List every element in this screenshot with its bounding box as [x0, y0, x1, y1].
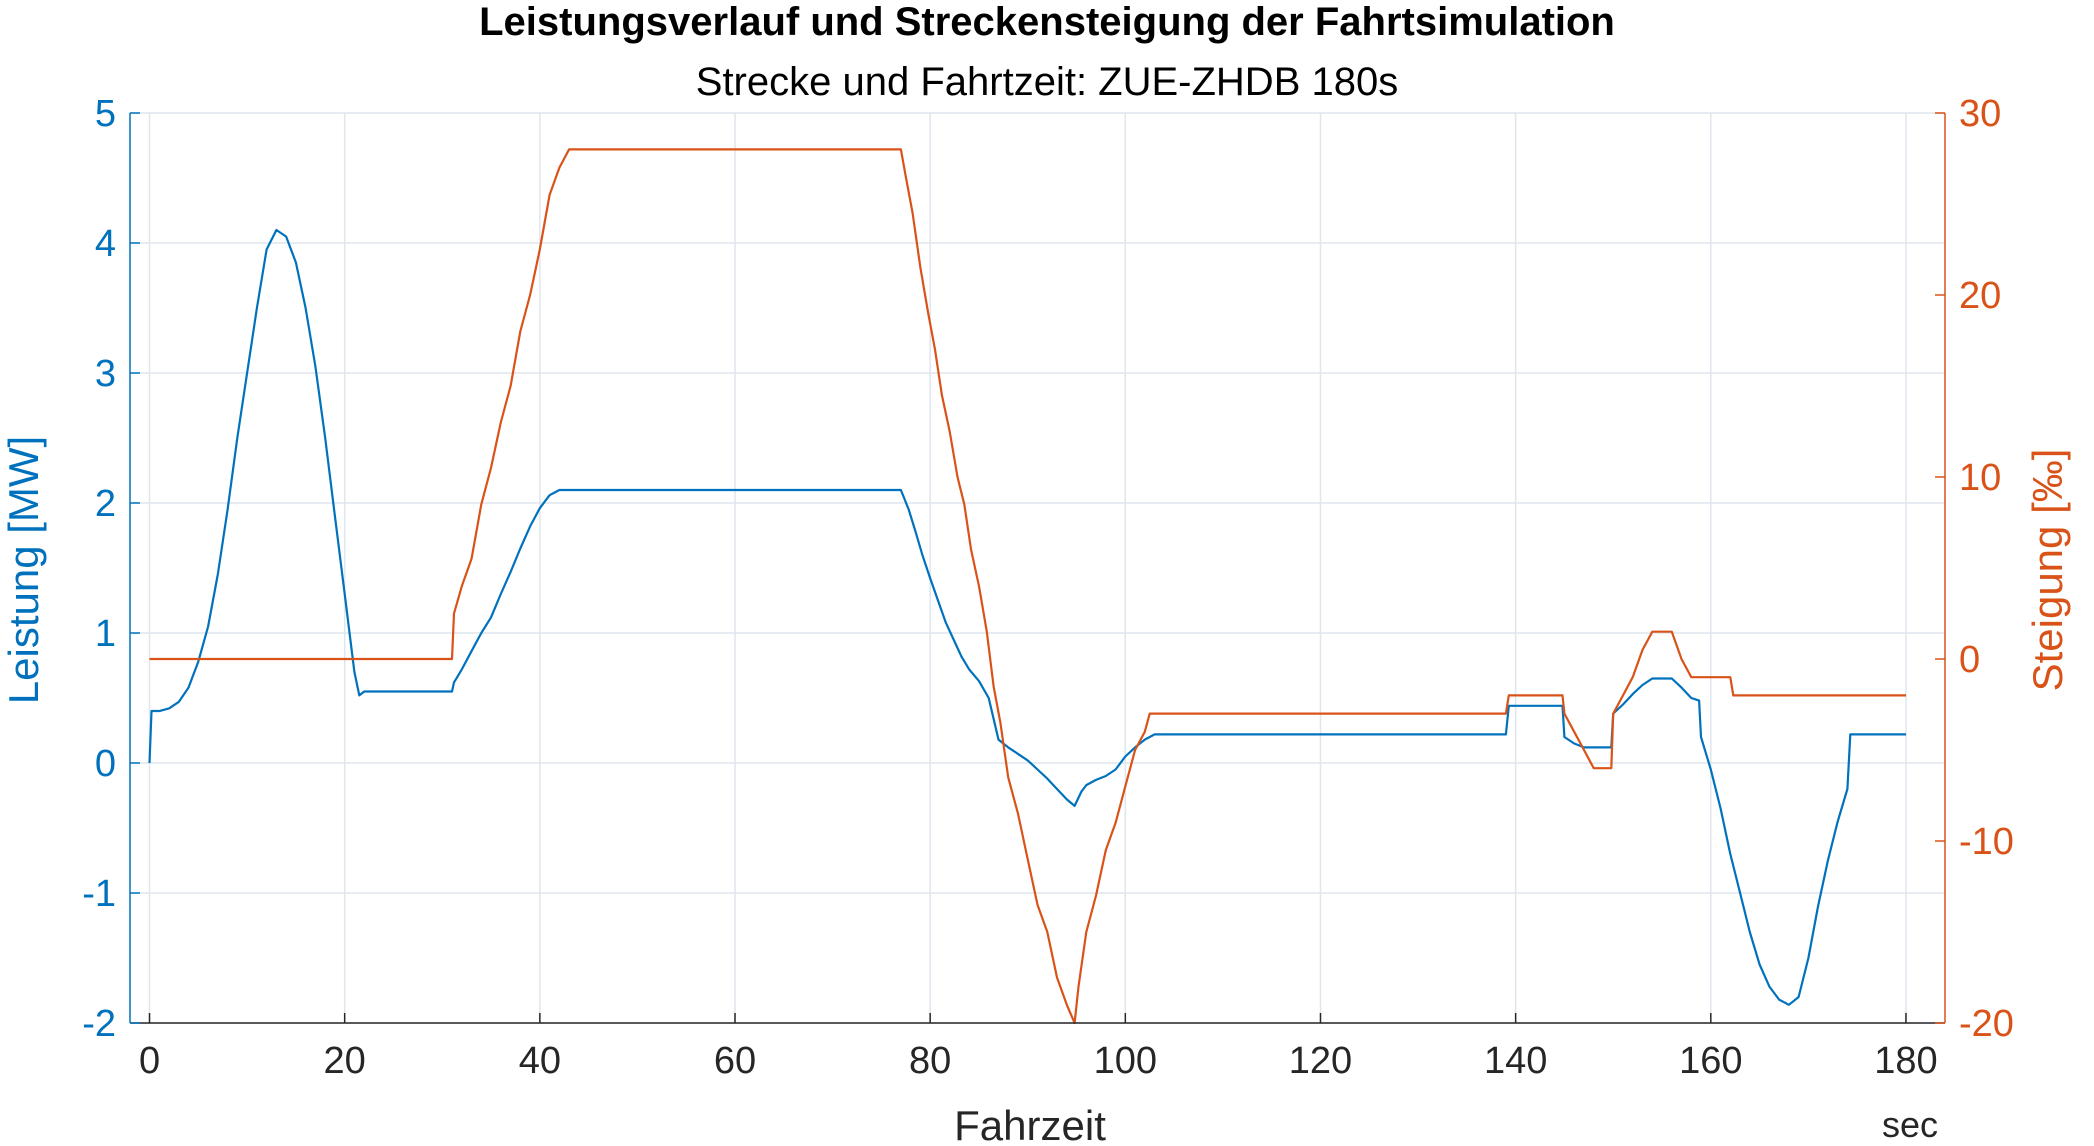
- steigung-series-line: [149, 148, 1906, 1025]
- leistung-series-line: [148, 228, 1906, 1006]
- y-left-tick-label: -2: [82, 1003, 116, 1045]
- y-left-tick-label: 2: [95, 483, 116, 525]
- y-right-tick-label: -10: [1959, 821, 2014, 863]
- x-tick-label: 180: [1874, 1040, 1937, 1082]
- y-left-tick-label: 0: [95, 743, 116, 785]
- y-left-tick-label: -1: [82, 873, 116, 915]
- y-right-tick-label: 20: [1959, 275, 2001, 317]
- x-tick-label: 20: [324, 1040, 366, 1082]
- y-right-tick-label: -20: [1959, 1003, 2014, 1045]
- y-right-tick-label: 30: [1959, 93, 2001, 135]
- grid-lines: [130, 112, 1945, 1024]
- y-axis-right-label: Steigung [‰]: [2024, 449, 2071, 692]
- x-tick-label: 100: [1094, 1040, 1157, 1082]
- x-tick-label: 140: [1484, 1040, 1547, 1082]
- axes: [129, 112, 1946, 1024]
- chart-title: Leistungsverlauf und Streckensteigung de…: [479, 0, 1615, 44]
- y-right-tick-label: 0: [1959, 639, 1980, 681]
- y-axis-left-label: Leistung [MW]: [0, 436, 47, 704]
- x-tick-label: 60: [714, 1040, 756, 1082]
- x-tick-label: 40: [519, 1040, 561, 1082]
- y-left-tick-label: 5: [95, 93, 116, 135]
- series-lines: [148, 148, 1906, 1025]
- y-left-tick-label: 1: [95, 613, 116, 655]
- x-tick-label: 0: [139, 1040, 160, 1082]
- y-left-tick-label: 4: [95, 223, 116, 265]
- x-tick-label: 160: [1679, 1040, 1742, 1082]
- x-axis-label: Fahrzeit: [954, 1102, 1106, 1146]
- x-axis-unit: sec: [1882, 1104, 1938, 1145]
- y-right-tick-label: 10: [1959, 457, 2001, 499]
- x-tick-label: 80: [909, 1040, 951, 1082]
- tick-labels: 0 20 40 60 80 100 120 140 160 180-2-1012345-20-10…: [82, 93, 2014, 1082]
- y-left-tick-label: 3: [95, 353, 116, 395]
- x-tick-label: 120: [1289, 1040, 1352, 1082]
- chart-subtitle: Strecke und Fahrtzeit: ZUE-ZHDB 180s: [696, 60, 1398, 104]
